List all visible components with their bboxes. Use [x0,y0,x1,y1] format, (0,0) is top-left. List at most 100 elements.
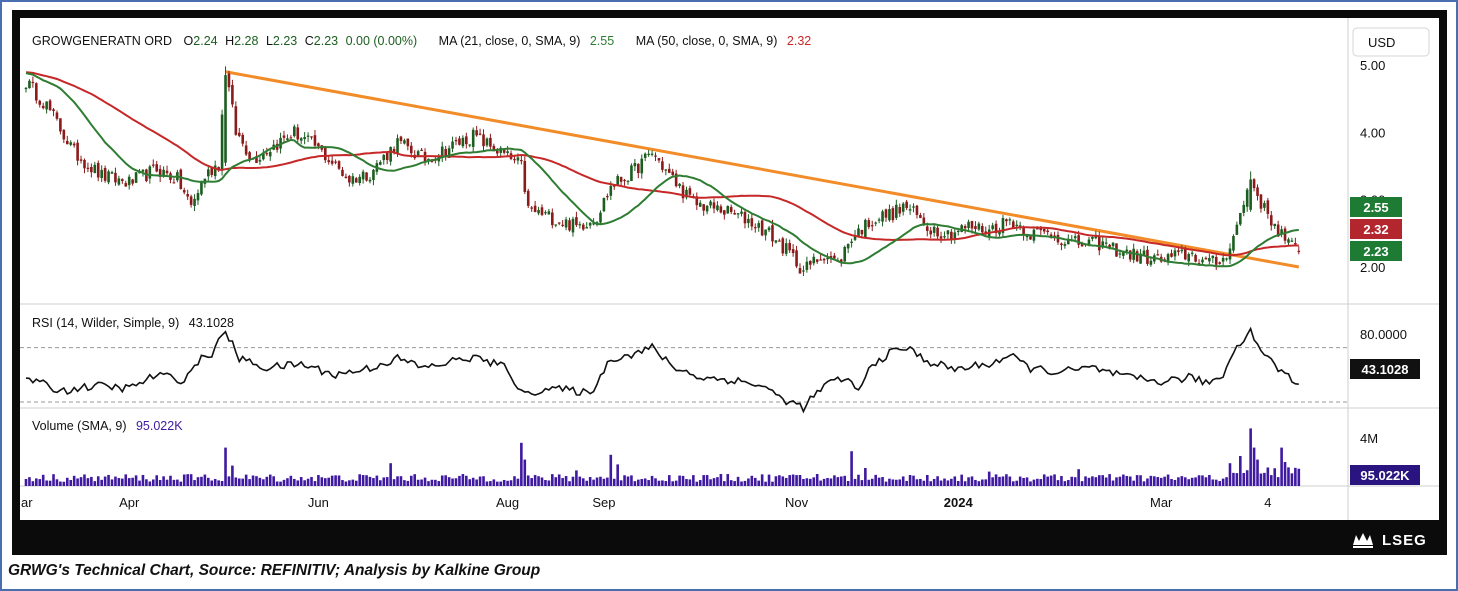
volume-bar [643,478,647,486]
volume-bar [76,478,79,486]
volume-bar [895,479,898,486]
volume-bar [121,478,124,486]
candle-body [258,159,262,162]
ma50-line [25,71,1299,257]
candle [110,170,114,174]
candle-body [492,145,496,152]
volume-bar [802,478,805,486]
candle [833,252,836,259]
volume-bar [499,481,503,486]
candle-body [805,261,809,270]
candle [523,156,527,195]
volume-bar [509,480,513,486]
candle [489,133,492,150]
candle-body [372,169,375,181]
volume-bar [403,480,406,486]
candle [1249,171,1252,212]
candle-body [227,73,231,88]
volume-bar [475,479,478,486]
candle-body [791,249,795,254]
legend-l-value: 2.23 [273,34,297,48]
candle [564,216,568,231]
candle-body [681,185,685,199]
candle [936,225,939,241]
candle-body [551,212,554,226]
candle [815,259,819,264]
candle-body [306,135,310,137]
candle [117,175,121,186]
candle [196,189,200,205]
volume-tick-label: 4M [1360,431,1378,446]
candle-body [365,172,368,181]
candle-body [1211,255,1215,259]
volume-bar [888,478,891,486]
candle [38,99,42,108]
legend-ma21-value: 2.55 [590,34,614,48]
candle [93,161,97,174]
candle-body [588,222,592,226]
candle-body [723,210,726,215]
volume-bar [127,478,131,486]
time-tick-label: ar [21,495,33,510]
candle [379,160,382,166]
candle-body [268,151,272,157]
candle [657,157,661,163]
candle [1287,237,1290,246]
candle [956,229,960,236]
volume-bar [1204,477,1208,486]
rsi-legend-label: RSI (14, Wilder, Simple, 9) [32,316,179,330]
volume-bar [1142,481,1146,486]
candle-body [1101,241,1105,248]
candle [1204,256,1208,260]
candle-body [1029,236,1032,240]
volume-bar [753,477,757,486]
candle-body [647,153,650,155]
candle [932,223,936,237]
candle-body [781,238,785,254]
candle-body [289,137,293,139]
legend-ma21-label: MA (21, close, 0, SMA, 9) [439,34,581,48]
volume-bar [337,475,341,486]
volume-bar [581,478,585,486]
candle [389,146,392,166]
candle-body [568,220,571,231]
candle-body [148,166,152,179]
candle-body [661,161,664,170]
candle [234,101,238,136]
volume-bar [778,475,781,486]
rsi-value-badge [1350,359,1420,379]
candle [850,238,853,248]
candle-body [674,173,678,187]
volume-bar [48,480,52,486]
candle-body [475,130,478,136]
candle-body [736,213,740,215]
volume-bar [348,480,351,486]
volume-bar [709,479,712,486]
volume-bar [736,476,740,486]
currency-button[interactable] [1352,27,1430,57]
volume-bar [943,478,946,486]
volume-bar [1190,477,1194,486]
volume-bar [489,481,492,486]
volume-bar [544,479,547,486]
candle-body [516,157,520,161]
candle [819,254,822,261]
candle [55,110,59,121]
candle-body [1166,254,1170,261]
volume-bar [870,478,874,486]
candle-body [1256,187,1259,196]
candle-body [217,167,220,170]
volume-bar [826,477,829,486]
candle-body [471,129,475,147]
candle-body [358,176,361,184]
figure-caption: GRWG's Technical Chart, Source: REFINITI… [8,562,541,579]
candle-body [196,193,200,201]
volume-bar [186,474,189,486]
candle-body [1046,230,1049,233]
candle-body [506,151,509,154]
candle-body [24,87,28,90]
candle-body [485,138,489,146]
volume-bar [1139,475,1142,486]
volume-bar [526,475,530,486]
volume-bar [148,481,152,486]
